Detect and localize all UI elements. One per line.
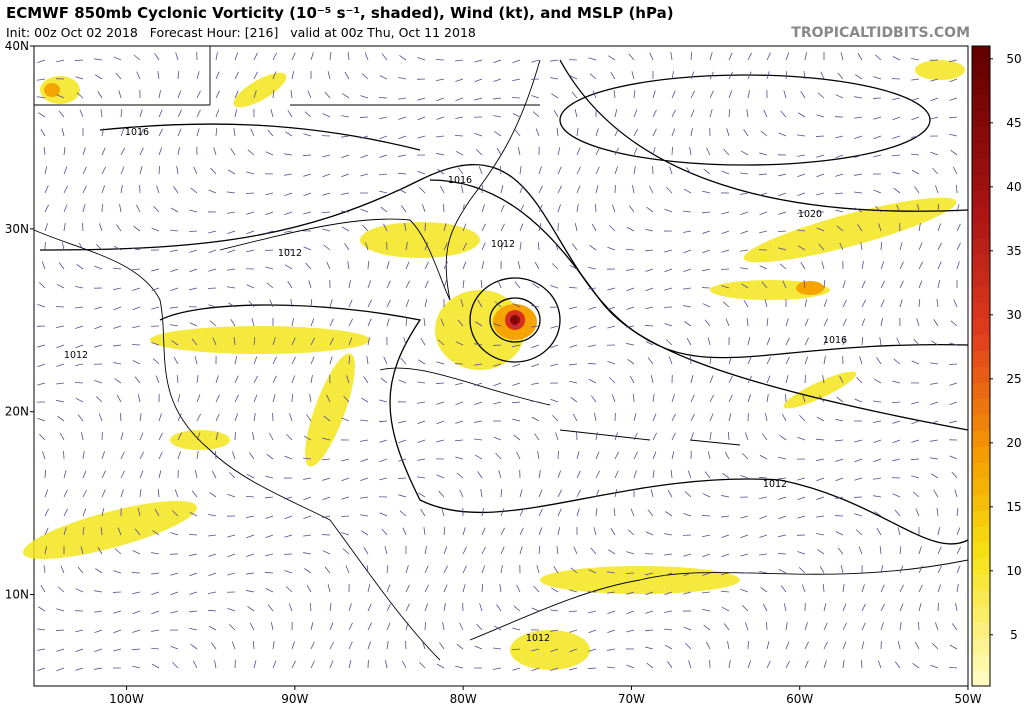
colorbar-label: 15 — [1006, 500, 1021, 514]
lon-label: 70W — [618, 692, 645, 706]
wind-barb — [918, 622, 919, 630]
colorbar-segment — [972, 46, 990, 63]
colorbar-segment — [972, 478, 990, 495]
wind-barb — [645, 325, 653, 326]
colorbar-label: 25 — [1006, 372, 1021, 386]
colorbar-segment — [972, 286, 990, 303]
colorbar-segment — [972, 318, 990, 335]
isobar-label: 1016 — [448, 175, 472, 186]
wind-barb — [805, 375, 806, 383]
watermark: TROPICALTIDBITS.COM — [791, 25, 970, 41]
colorbar-segment — [972, 430, 990, 447]
isobar-label: 1016 — [125, 127, 149, 138]
colorbar-label: 50 — [1006, 52, 1021, 66]
colorbar-segment — [972, 174, 990, 191]
title: ECMWF 850mb Cyclonic Vorticity (10⁻⁵ s⁻¹… — [6, 4, 674, 22]
wind-barb — [911, 459, 919, 460]
colorbar-segment — [972, 94, 990, 111]
colorbar: 5 10 15 20 25 30 35 40 45 50 — [972, 46, 1022, 687]
colorbar-label: 30 — [1006, 308, 1021, 322]
colorbar-segment — [972, 78, 990, 95]
colorbar-label: 40 — [1006, 180, 1021, 194]
colorbar-segment — [972, 526, 990, 543]
isobar-label: 1020 — [798, 209, 822, 220]
colorbar-segment — [972, 542, 990, 559]
colorbar-label: 35 — [1006, 244, 1021, 258]
wind-barb — [425, 622, 426, 630]
colorbar-label: 45 — [1006, 116, 1021, 130]
isobar-label: 1016 — [823, 335, 847, 346]
colorbar-segment — [972, 606, 990, 623]
wind-barb — [938, 204, 939, 212]
colorbar-segment — [972, 158, 990, 175]
wind-barb — [443, 204, 444, 212]
colorbar-segment — [972, 670, 990, 687]
colorbar-segment — [972, 494, 990, 511]
colorbar-segment — [972, 574, 990, 591]
colorbar-segment — [972, 622, 990, 639]
colorbar-segment — [972, 190, 990, 207]
colorbar-segment — [972, 142, 990, 159]
wind-barb — [75, 60, 83, 61]
lon-label: 80W — [450, 692, 477, 706]
colorbar-segment — [972, 350, 990, 367]
colorbar-label: 10 — [1006, 564, 1021, 578]
wind-barb — [702, 515, 710, 516]
colorbar-segment — [972, 206, 990, 223]
wind-barb — [82, 223, 83, 231]
colorbar-segment — [972, 238, 990, 255]
wind-barb — [63, 451, 64, 459]
wind-barb — [672, 147, 673, 155]
isobar-label: 1012 — [64, 350, 88, 361]
colorbar-segment — [972, 62, 990, 79]
colorbar-segment — [972, 334, 990, 351]
colorbar-label: 5 — [1010, 628, 1018, 642]
colorbar-segment — [972, 590, 990, 607]
wind-barb — [558, 451, 559, 459]
wind-barb — [512, 97, 520, 98]
colorbar-segment — [972, 654, 990, 671]
colorbar-segment — [972, 446, 990, 463]
colorbar-segment — [972, 302, 990, 319]
colorbar-segment — [972, 270, 990, 287]
map-area — [18, 46, 968, 686]
lon-label: 60W — [786, 692, 813, 706]
colorbar-segment — [972, 382, 990, 399]
colorbar-segment — [972, 510, 990, 527]
isobar-label: 1012 — [526, 633, 550, 644]
subtitle: Init: 00z Oct 02 2018 Forecast Hour: [21… — [6, 25, 476, 40]
colorbar-segment — [972, 558, 990, 575]
colorbar-segment — [972, 126, 990, 143]
colorbar-label: 20 — [1006, 436, 1021, 450]
lat-label: 20N — [5, 405, 29, 419]
isobar-label: 1012 — [491, 239, 515, 250]
isobar-label: 1012 — [278, 248, 302, 259]
lon-label: 90W — [281, 692, 308, 706]
colorbar-segment — [972, 254, 990, 271]
colorbar-segment — [972, 638, 990, 655]
wind-barb — [303, 155, 311, 156]
lat-label: 10N — [5, 588, 29, 602]
lat-label: 40N — [5, 39, 29, 53]
colorbar-segment — [972, 398, 990, 415]
wind-barb — [132, 344, 140, 345]
isobar-label: 1012 — [763, 479, 787, 490]
wind-barb — [265, 572, 273, 573]
colorbar-segment — [972, 110, 990, 127]
lat-label: 30N — [5, 222, 29, 236]
colorbar-segment — [972, 414, 990, 431]
wind-barb — [292, 394, 293, 402]
colorbar-segment — [972, 222, 990, 239]
lon-label: 50W — [954, 692, 981, 706]
colorbar-segment — [972, 462, 990, 479]
wind-barb — [208, 288, 216, 289]
colorbar-segment — [972, 366, 990, 383]
lon-label: 100W — [109, 692, 144, 706]
